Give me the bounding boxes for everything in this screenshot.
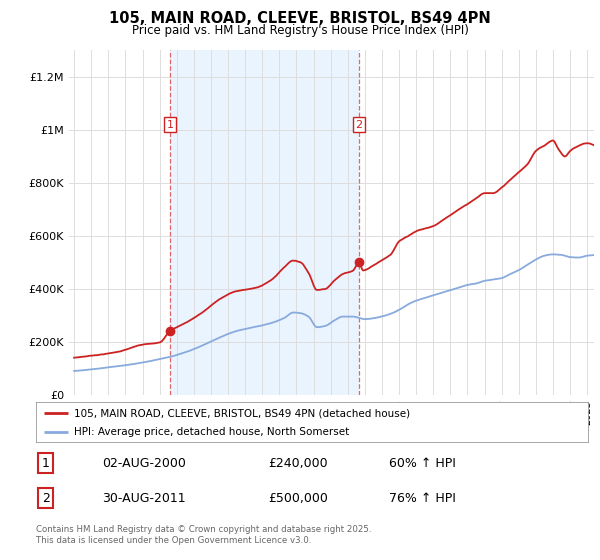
Text: 105, MAIN ROAD, CLEEVE, BRISTOL, BS49 4PN: 105, MAIN ROAD, CLEEVE, BRISTOL, BS49 4P… [109, 11, 491, 26]
Text: 02-AUG-2000: 02-AUG-2000 [102, 457, 186, 470]
Text: 76% ↑ HPI: 76% ↑ HPI [389, 492, 456, 505]
Text: HPI: Average price, detached house, North Somerset: HPI: Average price, detached house, Nort… [74, 427, 349, 437]
Bar [170, 50, 359, 395]
Text: 30-AUG-2011: 30-AUG-2011 [102, 492, 186, 505]
Text: Price paid vs. HM Land Registry's House Price Index (HPI): Price paid vs. HM Land Registry's House … [131, 24, 469, 37]
Text: 60% ↑ HPI: 60% ↑ HPI [389, 457, 456, 470]
Text: Contains HM Land Registry data © Crown copyright and database right 2025.
This d: Contains HM Land Registry data © Crown c… [36, 525, 371, 545]
Text: 2: 2 [42, 492, 50, 505]
Text: 2: 2 [355, 120, 362, 129]
Text: 105, MAIN ROAD, CLEEVE, BRISTOL, BS49 4PN (detached house): 105, MAIN ROAD, CLEEVE, BRISTOL, BS49 4P… [74, 408, 410, 418]
Text: 1: 1 [42, 457, 50, 470]
Text: £500,000: £500,000 [268, 492, 328, 505]
Text: 1: 1 [166, 120, 173, 129]
Text: £240,000: £240,000 [268, 457, 328, 470]
